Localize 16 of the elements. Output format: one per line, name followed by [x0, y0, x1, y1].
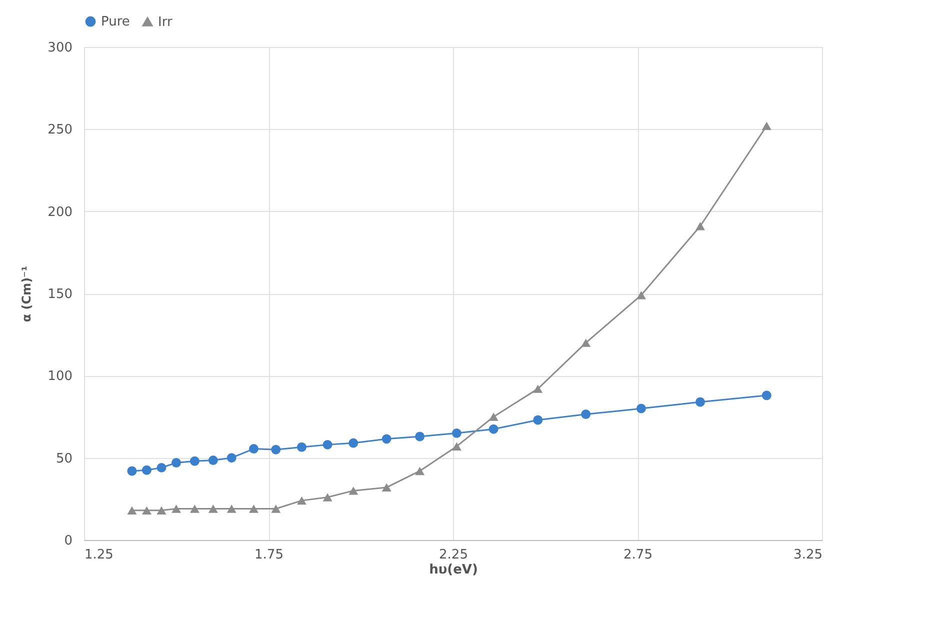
y-tick-label: 300 [48, 40, 72, 56]
x-tick-label: 1.25 [84, 548, 114, 562]
x-tick-label: 1.75 [254, 548, 284, 562]
y-tick-label: 50 [56, 451, 72, 466]
legend-label: Pure [101, 14, 130, 30]
y-tick-label: 250 [48, 122, 72, 138]
y-axis-title: α (Cm)⁻¹ [20, 266, 34, 322]
x-tick-label: 2.25 [439, 548, 468, 562]
y-tick-label: 150 [48, 287, 72, 302]
y-tick-label: 100 [48, 369, 72, 384]
y-tick-label: 0 [64, 534, 72, 548]
x-tick-label: 2.75 [624, 548, 652, 562]
y-tick-label: 200 [48, 204, 72, 220]
x-tick-label: 3.25 [794, 548, 822, 562]
legend-label: Irr [158, 14, 173, 30]
x-axis-title: hυ(eV) [429, 562, 478, 578]
